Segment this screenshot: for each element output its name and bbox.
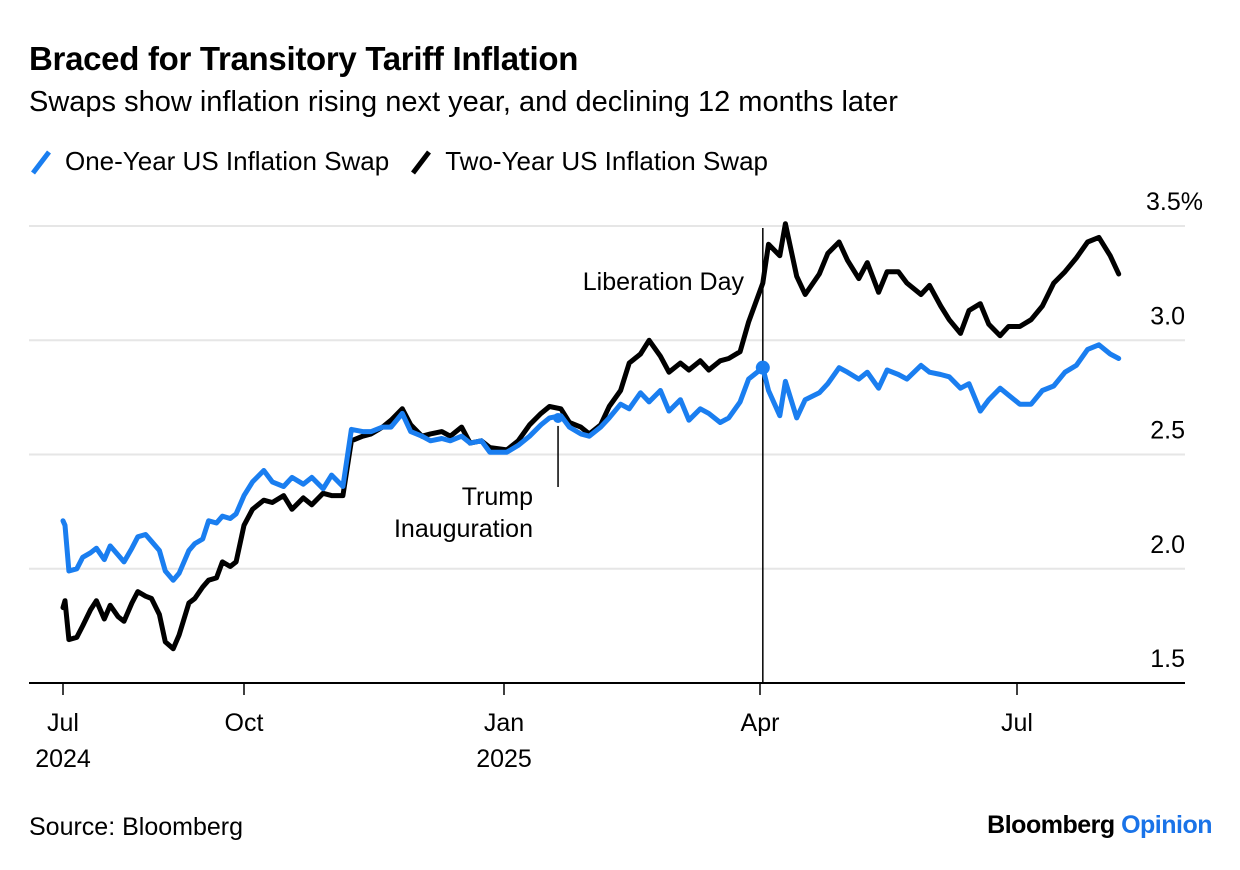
annotations: Trump Inauguration Liberation Day — [394, 228, 764, 683]
chart-subtitle: Swaps show inflation rising next year, a… — [29, 86, 898, 118]
x-tick-label: Oct — [225, 709, 264, 737]
series-lines — [60, 221, 1122, 652]
x-tick-label: Jan — [484, 709, 524, 737]
legend-swatch-two-year-icon — [411, 149, 432, 175]
legend-item-two-year: Two-Year US Inflation Swap — [409, 146, 768, 177]
y-tick-label: 1.5 — [1150, 645, 1185, 673]
x-tick-label: Jul — [47, 709, 79, 737]
x-tick-year-label: 2025 — [476, 745, 532, 773]
y-tick-label: 2.0 — [1150, 531, 1185, 559]
y-axis-labels: 1.5 2.0 2.5 3.0 3.5% — [1146, 188, 1203, 673]
annotation-markers — [553, 360, 770, 423]
brand-logo: Bloomberg Opinion — [987, 811, 1212, 840]
y-tick-label: 2.5 — [1150, 417, 1185, 445]
x-axis: Jul 2024 Oct Jan 2025 Apr Jul — [29, 682, 1185, 773]
chart-title: Braced for Transitory Tariff Inflation — [29, 40, 579, 77]
legend-label-one-year: One-Year US Inflation Swap — [65, 146, 390, 176]
x-tick-label: Apr — [741, 709, 780, 737]
annotation-marker-inauguration — [553, 412, 564, 423]
y-tick-label: 3.0 — [1150, 302, 1185, 330]
legend-item-one-year: One-Year US Inflation Swap — [29, 146, 389, 177]
annotation-marker-liberation — [755, 360, 770, 375]
x-tick-year-label: 2024 — [35, 745, 91, 773]
series-line-one-year — [60, 342, 1122, 583]
source-note: Source: Bloomberg — [29, 813, 244, 841]
annotation-label-liberation: Liberation Day — [583, 268, 745, 296]
legend: One-Year US Inflation Swap Two-Year US I… — [29, 146, 788, 177]
gridlines — [29, 225, 1185, 570]
y-tick-label: 3.5% — [1146, 188, 1203, 216]
annotation-label-inauguration-line2: Inauguration — [394, 515, 533, 543]
x-tick-label: Jul — [1001, 709, 1033, 737]
series-line-two-year — [60, 221, 1122, 652]
annotation-label-inauguration-line1: Trump — [462, 483, 533, 511]
legend-label-two-year: Two-Year US Inflation Swap — [445, 146, 768, 176]
brand-main: Bloomberg — [987, 811, 1115, 839]
brand-accent: Opinion — [1121, 811, 1212, 839]
legend-swatch-one-year-icon — [31, 149, 51, 175]
